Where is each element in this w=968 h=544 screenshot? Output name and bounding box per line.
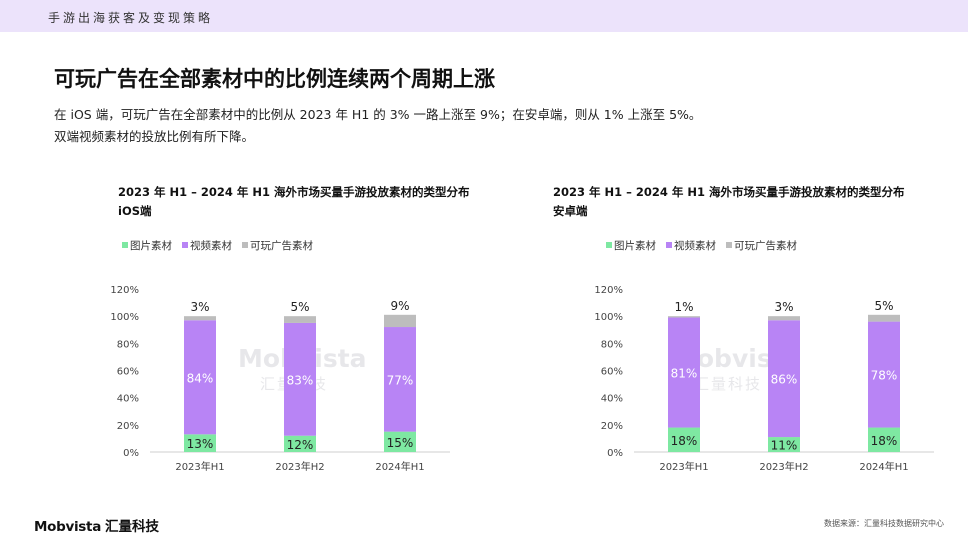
bar-segment: [668, 316, 700, 318]
footer-logo-wordmark: Mobvista: [34, 519, 101, 535]
data-label: 12%: [287, 438, 314, 452]
y-tick-label: 40%: [601, 394, 623, 405]
x-tick-label: 2023年H1: [659, 460, 708, 473]
page-title: 可玩广告在全部素材中的比例连续两个周期上涨: [54, 67, 495, 91]
android-chart-title: 2023 年 H1 – 2024 年 H1 海外市场买量手游投放素材的类型分布 …: [553, 183, 905, 221]
data-label: 3%: [190, 300, 209, 314]
data-label: 3%: [774, 300, 793, 314]
android-stacked-bar-chart: 图片素材 视频素材 可玩广告素材 0% 20% 40% 60% 80% 100% 120% 18% 8…: [594, 239, 934, 473]
data-label: 83%: [287, 373, 314, 387]
ios-chart-title-text: 2023 年 H1 – 2024 年 H1 海外市场买量手游投放素材的类型分布: [118, 185, 470, 199]
y-tick-label: 20%: [601, 421, 623, 432]
legend-label: 图片素材: [130, 239, 172, 252]
bar-segment: [284, 435, 316, 452]
x-tick-label: 2023年H1: [175, 460, 224, 473]
bar-segment: [868, 314, 900, 322]
bar-segment: [284, 322, 316, 436]
android-chart-title-text: 2023 年 H1 – 2024 年 H1 海外市场买量手游投放素材的类型分布: [553, 185, 905, 199]
data-label: 84%: [187, 371, 214, 385]
bar-segment: [868, 321, 900, 428]
x-tick-label: 2023年H2: [275, 460, 324, 473]
legend-swatch: [606, 242, 612, 248]
legend-label: 可玩广告素材: [250, 239, 313, 252]
bar-segment: [384, 431, 416, 452]
footer-logo-cn: 汇量科技: [105, 519, 159, 535]
description-line-2: 双端视频素材的投放比例有所下降。: [54, 129, 255, 144]
bar-segment: [768, 320, 800, 438]
report-title-label: 手游出海获客及变现策略: [48, 11, 214, 25]
legend-label: 可玩广告素材: [734, 239, 797, 252]
data-label: 18%: [871, 434, 898, 448]
description-line-1: 在 iOS 端，可玩广告在全部素材中的比例从 2023 年 H1 的 3% 一路…: [54, 107, 702, 122]
data-label: 5%: [290, 300, 309, 314]
footer-logo: Mobvista 汇量科技: [34, 515, 159, 535]
bar-segment: [284, 316, 316, 323]
data-label: 15%: [387, 436, 414, 450]
ios-chart-subtitle: iOS端: [118, 204, 152, 218]
bar-segment: [668, 317, 700, 428]
data-label: 78%: [871, 369, 898, 383]
data-label: 13%: [187, 437, 214, 451]
legend-label: 视频素材: [674, 239, 716, 252]
legend-label: 图片素材: [614, 239, 656, 252]
legend-swatch: [122, 242, 128, 248]
data-label: 11%: [771, 439, 798, 453]
y-tick-label: 100%: [594, 312, 623, 323]
bar-segment: [184, 316, 216, 321]
y-tick-label: 60%: [117, 367, 139, 378]
bar-segment: [768, 316, 800, 321]
legend-swatch: [242, 242, 248, 248]
bar-segment: [868, 427, 900, 452]
y-tick-label: 60%: [601, 367, 623, 378]
y-tick-label: 80%: [117, 339, 139, 350]
bar-segment: [384, 314, 416, 328]
bar-segment: [184, 320, 216, 435]
y-tick-label: 100%: [110, 312, 139, 323]
android-chart-subtitle: 安卓端: [553, 204, 588, 218]
ios-stacked-bar-chart: 图片素材 视频素材 可玩广告素材 0% 20% 40% 60% 80% 100% 120% 13% 8…: [110, 239, 450, 473]
y-tick-label: 40%: [117, 394, 139, 405]
y-tick-label: 20%: [117, 421, 139, 432]
y-tick-label: 120%: [594, 285, 623, 296]
y-tick-label: 80%: [601, 339, 623, 350]
legend-label: 视频素材: [190, 239, 232, 252]
page-description: 在 iOS 端，可玩广告在全部素材中的比例从 2023 年 H1 的 3% 一路…: [54, 104, 914, 148]
data-label: 1%: [674, 300, 693, 314]
legend-swatch: [182, 242, 188, 248]
x-tick-label: 2024年H1: [859, 460, 908, 473]
y-tick-label: 120%: [110, 285, 139, 296]
data-label: 9%: [390, 299, 409, 313]
data-label: 77%: [387, 373, 414, 387]
legend-swatch: [726, 242, 732, 248]
data-source-note: 数据来源：汇量科技数据研究中心: [824, 519, 944, 528]
bar-segment: [668, 427, 700, 452]
bar-segment: [184, 434, 216, 452]
data-label: 5%: [874, 299, 893, 313]
bar-segment: [384, 327, 416, 432]
y-tick-label: 0%: [123, 448, 139, 459]
x-tick-label: 2024年H1: [375, 460, 424, 473]
data-label: 18%: [671, 434, 698, 448]
bar-segment: [768, 437, 800, 452]
ios-chart-title: 2023 年 H1 – 2024 年 H1 海外市场买量手游投放素材的类型分布 …: [118, 183, 470, 221]
data-label: 81%: [671, 367, 698, 381]
top-header-band: 手游出海获客及变现策略: [0, 0, 968, 32]
data-label: 86%: [771, 373, 798, 387]
y-tick-label: 0%: [607, 448, 623, 459]
x-tick-label: 2023年H2: [759, 460, 808, 473]
legend-swatch: [666, 242, 672, 248]
